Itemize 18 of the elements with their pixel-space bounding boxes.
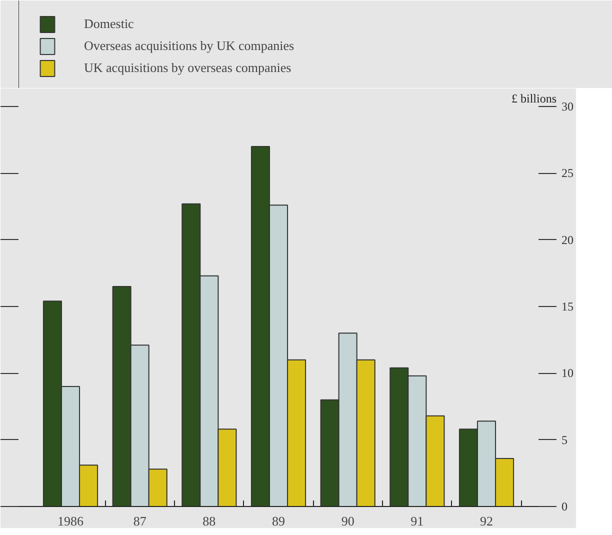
y-tick-label: 30 [562,100,574,114]
x-tick-label: 88 [202,514,216,528]
x-tick-label: 91 [410,514,424,528]
legend-label: Overseas acquisitions by UK companies [84,38,294,54]
y-tick-label: 20 [562,232,574,247]
legend-label: Domestic [84,16,134,32]
x-tick-label: 89 [272,514,285,528]
x-tick-label: 1986 [58,514,84,528]
x-tick-label: 90 [341,514,354,528]
y-tick-label: 5 [562,432,568,447]
y-tick-label: 25 [562,166,574,180]
x-tick-label: 92 [480,514,493,528]
x-tick-label: 87 [133,514,147,528]
y-tick-label: 0 [562,500,568,514]
legend-label: UK acquisitions by overseas companies [84,60,292,76]
y-tick-label: 15 [562,300,574,314]
y-axis-title: £ billions [511,92,557,106]
y-tick-label: 10 [562,366,574,380]
